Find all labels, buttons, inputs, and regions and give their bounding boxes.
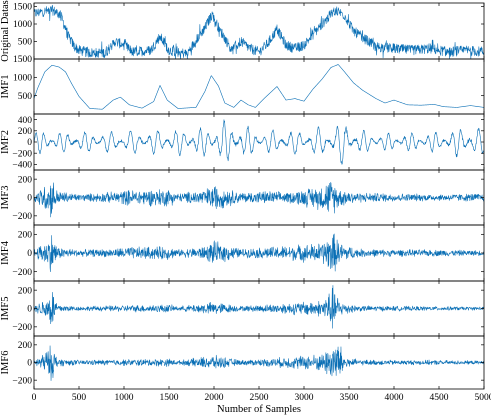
panel-frame [33, 113, 485, 171]
y-tick-label: −400 [12, 161, 32, 171]
y-axis-label: IMF6 [0, 351, 11, 375]
y-tick-label: −200 [12, 376, 32, 386]
panel-imf5: −200 0 200 IMF5 [0, 280, 485, 337]
y-tick-label: 1500 [13, 3, 32, 13]
series-line-imf3 [34, 182, 484, 218]
panel-frame [33, 58, 485, 115]
y-tick-label: 500 [18, 38, 33, 48]
x-axis: 0 500 1000 1500 2000 2500 3000 3500 4000 4500 5000 [32, 393, 491, 403]
y-axis-label: IMF1 [0, 75, 11, 99]
y-tick-label: 200 [18, 341, 33, 351]
panel-imf3: −200 0 200 IMF3 [0, 169, 485, 226]
series-line-imf5 [34, 285, 484, 329]
y-tick-label: −200 [12, 268, 32, 278]
x-tick-label: 1500 [160, 393, 179, 403]
x-tick-label: 3000 [295, 393, 314, 403]
y-tick-label: 200 [18, 175, 33, 185]
x-tick-label: 2000 [205, 393, 224, 403]
y-axis-label: IMF4 [0, 240, 11, 265]
panel-imf4: −200 0 200 IMF4 [0, 224, 485, 282]
y-tick-label: −200 [12, 323, 32, 333]
y-axis-label: IMF3 [0, 186, 11, 210]
y-tick-label: 0 [27, 194, 32, 204]
x-tick-label: 3500 [340, 393, 359, 403]
x-tick-label: 500 [72, 393, 87, 403]
x-tick-label: 4000 [385, 393, 404, 403]
y-tick-label: −200 [12, 212, 32, 222]
x-axis-label: Number of Samples [217, 404, 301, 415]
y-tick-label: 200 [18, 127, 33, 137]
y-tick-label: 1000 [13, 20, 32, 30]
y-tick-label: 400 [18, 116, 33, 126]
panel-imf6: −200 0 200 IMF6 [0, 335, 485, 390]
series-line-imf4 [34, 233, 484, 273]
x-tick-label: 2500 [250, 393, 269, 403]
y-tick-label: 1500 [13, 55, 32, 65]
y-tick-label: −200 [12, 149, 32, 159]
y-axis-label: IMF2 [0, 130, 11, 154]
y-tick-label: 1000 [13, 74, 32, 84]
series-line-original-datas [34, 4, 484, 59]
x-tick-label: 1000 [115, 393, 134, 403]
series-line-imf6 [34, 345, 484, 381]
y-tick-label: 200 [18, 286, 33, 296]
series-line-imf1 [34, 64, 484, 110]
y-tick-label: 0 [27, 305, 32, 315]
x-tick-label: 5000 [475, 393, 491, 403]
y-tick-label: 0 [27, 138, 32, 148]
y-tick-label: 0 [27, 249, 32, 259]
y-axis-label: IMF5 [0, 297, 11, 321]
y-tick-label: 500 [18, 92, 33, 102]
y-tick-label: 0 [27, 359, 32, 369]
x-tick-label: 4500 [430, 393, 449, 403]
y-tick-label: 200 [18, 231, 33, 241]
y-axis-label: Original Datas [0, 0, 11, 62]
series-line-imf2 [34, 119, 484, 165]
x-tick-label: 0 [32, 393, 37, 403]
